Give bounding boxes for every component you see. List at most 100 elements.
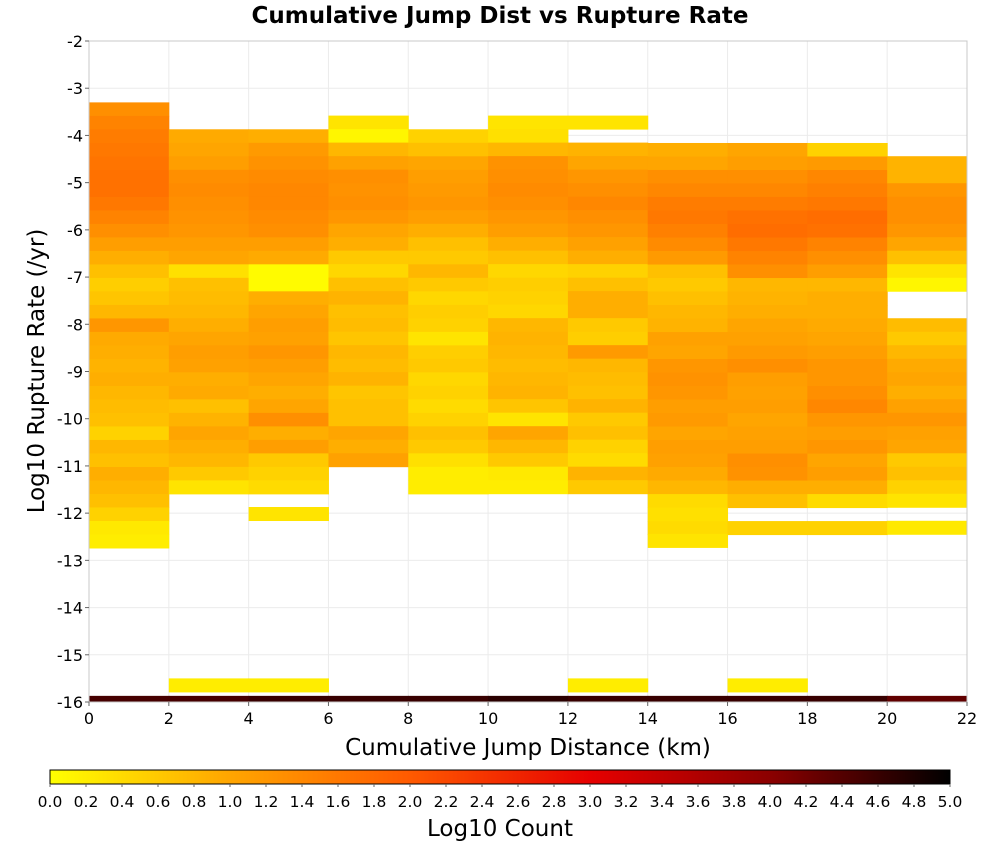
heatmap-cell [488, 277, 569, 292]
heatmap-cell [567, 237, 649, 252]
colorbar-tick-label: 2.6 [506, 793, 531, 811]
heatmap-cell [89, 358, 170, 373]
heatmap-cell [89, 169, 170, 184]
heatmap-cell [807, 372, 888, 387]
heatmap-cell [887, 277, 968, 292]
heatmap-cell [887, 183, 968, 198]
x-tick-label: 0 [84, 709, 94, 728]
heatmap-cell [887, 520, 968, 535]
heatmap-cell [567, 291, 649, 306]
heatmap-cell [248, 507, 329, 522]
heatmap-cell [408, 331, 489, 346]
heatmap-cell [727, 210, 808, 225]
heatmap-cell [488, 223, 569, 238]
heatmap-cell [887, 385, 968, 400]
y-tick-label: -7 [67, 268, 83, 287]
heatmap-cell [807, 480, 888, 495]
heatmap-cell [488, 466, 569, 481]
x-tick-label: 20 [877, 709, 897, 728]
heatmap-cell [248, 412, 329, 427]
heatmap-cell [408, 169, 489, 184]
heatmap-cell [727, 264, 808, 279]
heatmap-cell [168, 358, 250, 373]
heatmap-cell [328, 291, 409, 306]
heatmap-cell [887, 196, 968, 211]
heatmap-cell [727, 386, 808, 401]
y-tick-label: -2 [67, 32, 83, 51]
heatmap-cell [89, 345, 170, 360]
heatmap-cell [647, 142, 729, 157]
heatmap-cell [168, 210, 250, 225]
heatmap-cell [807, 278, 888, 293]
heatmap-cell [647, 156, 729, 171]
heatmap-cell [567, 223, 649, 238]
heatmap-cell [328, 223, 409, 238]
colorbar-tick-label: 0.0 [38, 793, 63, 811]
heatmap-cell [567, 372, 649, 387]
colorbar-tick-label: 1.6 [326, 793, 351, 811]
heatmap-cell [328, 237, 409, 252]
heatmap-cell [647, 278, 729, 293]
heatmap-cell [647, 318, 729, 333]
heatmap-cell [807, 413, 888, 428]
heatmap-cell [89, 466, 170, 481]
heatmap-cell [488, 250, 569, 265]
heatmap-cell [567, 453, 649, 468]
heatmap-cell [328, 412, 409, 427]
heatmap-cell [647, 521, 729, 536]
heatmap-cell [647, 224, 729, 239]
heatmap-cell [168, 399, 250, 414]
heatmap-cell [488, 453, 569, 468]
heatmap-cell [408, 183, 489, 198]
heatmap-cell [887, 345, 968, 360]
heatmap-cell [168, 129, 250, 144]
heatmap-cell [488, 412, 569, 427]
y-tick-label: -8 [67, 315, 83, 334]
heatmap-cell [89, 695, 170, 702]
heatmap-cell [567, 156, 649, 171]
x-tick-label: 12 [558, 709, 578, 728]
heatmap-cell [89, 331, 170, 346]
heatmap-cell [408, 412, 489, 427]
heatmap-cell [727, 467, 808, 482]
heatmap-cell [488, 264, 569, 279]
heatmap-cell [887, 331, 968, 346]
colorbar-tick-label: 4.8 [902, 793, 927, 811]
heatmap-cell [168, 695, 250, 702]
heatmap-cell [328, 142, 409, 157]
heatmap-cell [567, 304, 649, 319]
heatmap-cell [807, 156, 888, 171]
heatmap-cell [328, 250, 409, 265]
heatmap-cell [807, 169, 888, 184]
heatmap-cell [488, 304, 569, 319]
heatmap-cell [89, 520, 170, 535]
colorbar-tick-label: 0.4 [110, 793, 135, 811]
heatmap-cell [887, 412, 968, 427]
heatmap-cell [488, 156, 569, 171]
heatmap-cell [647, 251, 729, 266]
colorbar-tick-label: 1.4 [290, 793, 315, 811]
x-tick-label: 14 [638, 709, 658, 728]
heatmap-cell [727, 142, 808, 157]
heatmap-cell [89, 102, 170, 117]
heatmap-cell [887, 372, 968, 387]
heatmap-cell [887, 466, 968, 481]
heatmap-cell [328, 426, 409, 441]
x-tick-label: 6 [323, 709, 333, 728]
heatmap-cell [887, 695, 968, 702]
colorbar-tick-label: 2.8 [542, 793, 567, 811]
heatmap-cell [647, 291, 729, 306]
heatmap-cell [807, 399, 888, 414]
y-tick-label: -5 [67, 174, 83, 193]
colorbar-tick-label: 4.4 [830, 793, 855, 811]
heatmap-cell [887, 439, 968, 454]
heatmap-cell [647, 264, 729, 279]
heatmap-cell [328, 372, 409, 387]
heatmap-cell [408, 439, 489, 454]
heatmap-cell [887, 156, 968, 171]
heatmap-cell [248, 277, 329, 292]
heatmap-cell [168, 223, 250, 238]
heatmap-cell [488, 210, 569, 225]
y-tick-label: -13 [57, 551, 83, 570]
